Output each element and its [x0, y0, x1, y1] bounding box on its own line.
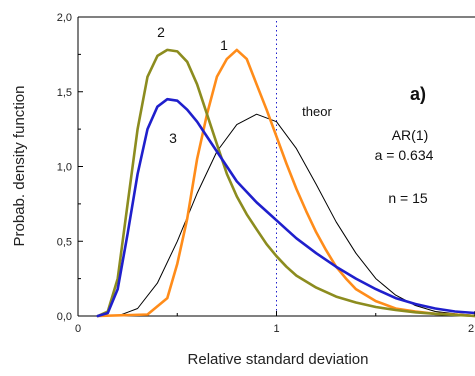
series-line-3 [96, 97, 475, 318]
axis-ticks: 0 1 2 0,0 0,5 1,0 1,5 2,0 [57, 12, 475, 335]
y-tick-label: 1,0 [57, 162, 72, 174]
y-axis-title: Probab. density function [11, 86, 28, 247]
y-tick-label: 0,5 [57, 236, 72, 248]
series-line-theor [117, 113, 475, 317]
y-tick-label: 0,0 [57, 311, 72, 323]
y-tick-label: 2,0 [57, 12, 72, 24]
x-axis-title: Relative standard deviation [188, 351, 369, 368]
panel-label: a) [410, 84, 426, 104]
series-2-tag: 2 [157, 24, 165, 40]
x-tick-label: 2 [468, 323, 474, 335]
series-line-2 [96, 48, 475, 318]
series-3-tag: 3 [169, 130, 177, 146]
series-layer [96, 48, 475, 318]
series-line-1 [96, 48, 475, 318]
x-tick-label: 1 [273, 323, 279, 335]
param-label: a = 0.634 [375, 147, 434, 163]
n-label: n = 15 [388, 190, 428, 206]
series-1-tag: 1 [220, 37, 228, 53]
series-theor-tag: theor [302, 104, 332, 119]
model-label: AR(1) [392, 127, 429, 143]
x-tick-label: 0 [75, 323, 81, 335]
y-tick-label: 1,5 [57, 87, 72, 99]
